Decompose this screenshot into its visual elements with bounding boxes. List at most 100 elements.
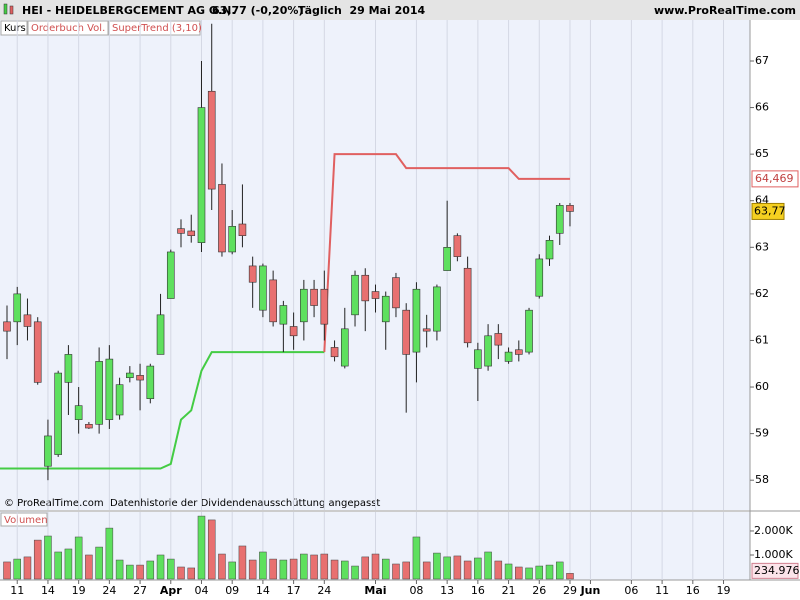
candle-body — [453, 235, 462, 257]
volume-bar — [187, 567, 195, 580]
candle-body — [279, 305, 288, 325]
volume-bar — [381, 558, 390, 580]
candle-body — [545, 240, 554, 260]
candle-body — [187, 230, 196, 236]
volume-bar — [177, 566, 185, 580]
candle-body — [402, 309, 411, 355]
supertrend-marker: 64,469 — [755, 172, 794, 185]
candle-body — [105, 358, 114, 420]
volume-bar — [105, 527, 114, 580]
volume-bar — [300, 553, 308, 580]
candle-body — [136, 375, 144, 381]
volume-bar — [422, 561, 431, 580]
x-tick-label: 29 — [563, 584, 577, 597]
candle-body — [64, 354, 73, 383]
x-tick-label: Apr — [160, 584, 182, 597]
volume-bar — [136, 564, 144, 580]
volume-bar — [218, 553, 226, 580]
candle-body — [115, 384, 124, 416]
candle-body — [218, 184, 226, 253]
y-tick-label: 65 — [755, 147, 769, 160]
candle-body — [54, 372, 62, 455]
candle-body — [156, 314, 165, 355]
volume-bar — [33, 539, 42, 580]
volume-bar — [289, 558, 298, 580]
volume-bar — [515, 566, 523, 580]
volume-bar — [54, 551, 62, 580]
candle-body — [146, 365, 155, 399]
x-tick-label: 11 — [655, 584, 669, 597]
volume-bar — [361, 556, 370, 580]
y-tick-label: 67 — [755, 54, 769, 67]
volume-bar — [566, 573, 574, 580]
candle-body — [310, 288, 318, 306]
candle-body — [514, 349, 523, 355]
volume-bar — [248, 559, 257, 580]
candle-body — [525, 309, 533, 353]
candle-body — [228, 226, 236, 253]
volume-bar — [197, 515, 206, 580]
candle-body — [13, 293, 22, 323]
volume-bar — [228, 561, 236, 580]
volume-bar — [535, 565, 544, 580]
x-tick-label: Mai — [364, 584, 386, 597]
x-tick-label: 27 — [133, 584, 147, 597]
x-tick-label: 09 — [225, 584, 239, 597]
legend-item: Orderbuch Vol. — [31, 23, 105, 34]
volume-bar — [23, 556, 32, 580]
x-tick-label: 11 — [10, 584, 24, 597]
candle-body — [422, 328, 431, 332]
x-tick-label: 14 — [256, 584, 270, 597]
candle-body — [504, 351, 513, 362]
y-tick-label: 59 — [755, 427, 769, 440]
candle-body — [555, 205, 564, 234]
candle-body — [44, 435, 52, 467]
candle-body — [259, 265, 267, 311]
volume-legend: Volumen — [4, 515, 48, 526]
candle-body — [248, 265, 257, 283]
volume-bar — [433, 552, 441, 580]
candle-body — [484, 335, 492, 367]
volume-bar — [238, 545, 247, 580]
price-marker-box — [751, 202, 785, 220]
y-tick-label: 62 — [755, 287, 769, 300]
candle-body — [33, 321, 42, 383]
candle-body — [85, 423, 93, 429]
candle-body — [166, 251, 175, 299]
candle-body — [535, 258, 544, 297]
candle-body — [197, 107, 206, 243]
volume-bar — [463, 560, 472, 580]
volume-marker: 234.976 — [754, 564, 800, 577]
header-bar — [0, 0, 800, 20]
candle-body — [177, 228, 185, 234]
x-tick-label: 19 — [72, 584, 86, 597]
candle-body — [238, 223, 247, 236]
volume-bar — [3, 561, 11, 580]
volume-bar — [259, 551, 267, 580]
candle-body — [74, 405, 83, 420]
x-tick-label: 24 — [317, 584, 331, 597]
source: www.ProRealTime.com — [654, 4, 796, 17]
header-icon — [3, 3, 14, 15]
volume-bar — [64, 548, 73, 580]
volume-bar — [320, 553, 329, 580]
candle-body — [412, 288, 421, 353]
y-tick-label: 66 — [755, 101, 769, 114]
volume-bar — [525, 567, 533, 580]
y-tick-label: 2.000K — [754, 524, 793, 537]
volume-bar — [310, 554, 318, 580]
volume-bar — [484, 551, 492, 580]
x-tick-label: 19 — [717, 584, 731, 597]
title: HEI - HEIDELBERGCEMENT AG O.N. — [22, 4, 236, 17]
volume-bar — [95, 546, 103, 580]
x-tick-label: 14 — [41, 584, 55, 597]
candle-body — [566, 205, 574, 212]
candle-body — [126, 372, 134, 379]
x-tick-label: Jun — [580, 584, 601, 597]
volume-bar — [453, 555, 462, 580]
volume-marker-box — [751, 562, 799, 579]
volume-bar — [443, 556, 451, 580]
y-tick-label: 1.000K — [754, 548, 793, 561]
volume-bar — [504, 563, 513, 580]
candle-body — [494, 333, 503, 346]
